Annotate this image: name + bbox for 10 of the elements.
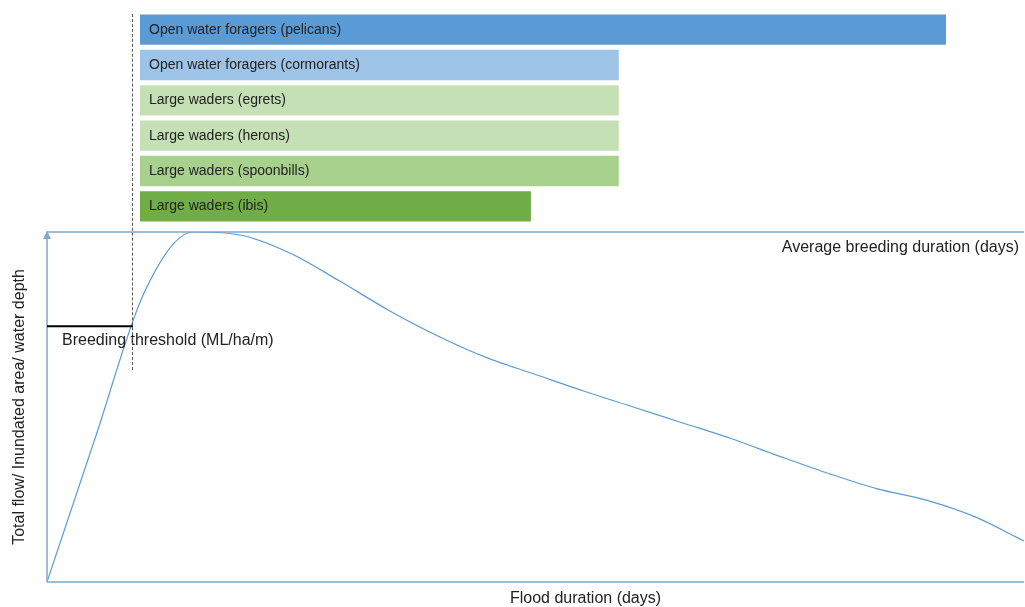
x-axis-title: Flood duration (days): [509, 589, 662, 607]
y-tick-label: Open water foragers (pelicans): [149, 20, 342, 37]
y-tick-label: Open water foragers (cormorants): [149, 55, 360, 72]
x-axis-title: Average breeding duration (days): [781, 238, 1019, 256]
y-axis-title: Total flow/ Inundated area/ water depth: [10, 269, 28, 545]
y-tick-label: Large waders (herons): [149, 126, 290, 143]
y-tick-label: Large waders (egrets): [149, 91, 286, 108]
y-tick-label: Large waders (ibis): [149, 197, 269, 214]
ref-line-label: Breeding threshold (ML/ha/m): [62, 330, 274, 348]
y-tick-label: Large waders (spoonbills): [149, 161, 310, 178]
